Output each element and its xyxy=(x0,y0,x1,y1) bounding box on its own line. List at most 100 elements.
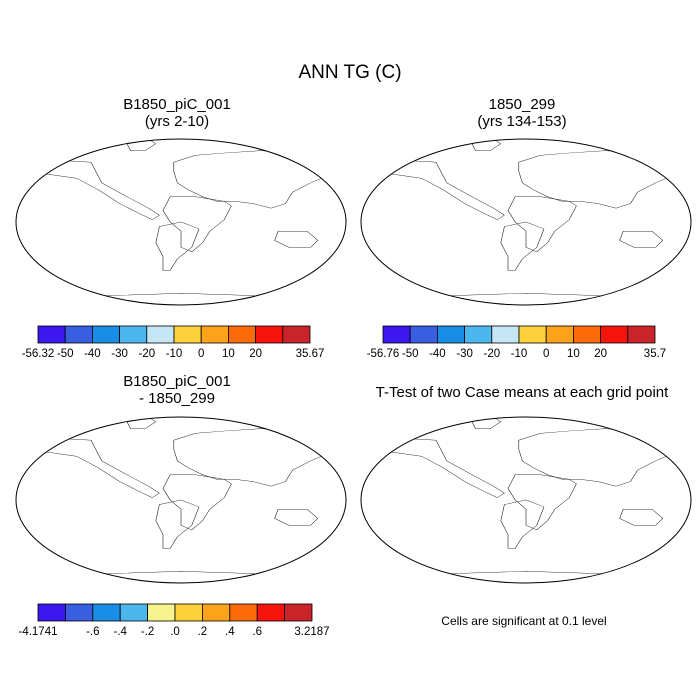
diff-cell xyxy=(101,578,107,583)
diff-cell xyxy=(25,570,31,575)
diff-cell xyxy=(45,581,52,583)
diff-cell xyxy=(312,581,319,583)
diff-cell xyxy=(277,423,283,428)
significant-cell xyxy=(446,419,452,424)
significant-cell xyxy=(425,419,432,424)
diff-cell xyxy=(298,586,303,590)
diff-cell xyxy=(327,438,333,443)
significant-cell xyxy=(395,438,402,443)
significant-cell xyxy=(375,431,381,435)
colorbar-swatch xyxy=(409,325,438,344)
diff-cell xyxy=(307,563,314,568)
diff-cell xyxy=(338,438,343,442)
diff-cell xyxy=(323,413,328,417)
diff-cell xyxy=(35,427,41,432)
diff-cell xyxy=(60,578,67,583)
diff-cell xyxy=(317,438,324,443)
diff-cell xyxy=(312,578,319,583)
significant-cell xyxy=(370,548,376,553)
diff-cell xyxy=(227,413,232,417)
colorbar-swatch xyxy=(573,325,602,344)
diff-cell xyxy=(327,545,333,549)
diff-cell xyxy=(25,460,31,465)
diff-cell xyxy=(257,413,262,417)
diff-cell xyxy=(45,556,52,561)
diff-cell xyxy=(35,417,41,421)
diff-cell xyxy=(317,581,324,583)
significant-cell xyxy=(420,423,427,428)
diff-cell xyxy=(25,438,31,443)
diff-cell xyxy=(333,446,338,450)
diff-cell xyxy=(20,453,26,457)
diff-cell xyxy=(96,586,101,590)
diff-cell xyxy=(327,559,333,564)
diff-cell xyxy=(277,567,283,572)
significant-cell xyxy=(364,434,366,439)
diff-cell xyxy=(20,442,26,446)
significant-cell xyxy=(522,413,527,417)
significant-cell xyxy=(667,567,674,572)
diff-cell xyxy=(287,567,293,572)
diff-cell xyxy=(55,578,62,583)
diff-cell xyxy=(75,419,82,424)
significant-cell xyxy=(400,423,407,428)
significant-cell xyxy=(395,556,402,561)
significance-note: Cells are significant at 0.1 level xyxy=(441,614,607,628)
diff-cell xyxy=(177,413,182,417)
diff-cell xyxy=(262,423,268,428)
diff-cell xyxy=(19,556,21,561)
significant-cell xyxy=(678,457,683,461)
diff-cell xyxy=(293,413,298,417)
diff-cell xyxy=(45,431,52,435)
diff-cell xyxy=(35,419,41,424)
diff-cell xyxy=(20,434,26,439)
diff-cell xyxy=(312,567,319,572)
diff-cell xyxy=(35,556,41,561)
diff-cell xyxy=(302,417,309,421)
diff-cell xyxy=(322,567,329,572)
diff-cell xyxy=(30,434,36,439)
diff-cell xyxy=(327,570,333,575)
diff-cell xyxy=(35,567,41,572)
diff-cell xyxy=(267,574,273,579)
diff-cell xyxy=(65,423,72,428)
colorbar-swatch xyxy=(227,325,256,344)
diff-cell xyxy=(30,427,36,432)
diff-cell xyxy=(162,413,167,417)
diff-cell xyxy=(106,586,111,590)
significant-cell xyxy=(622,427,628,432)
diff-cell xyxy=(222,413,227,417)
significant-cell xyxy=(370,413,375,417)
significant-cell xyxy=(652,442,659,446)
diff-cell xyxy=(227,417,233,421)
diff-cell xyxy=(146,586,151,590)
diff-cell xyxy=(25,537,31,542)
diff-cell xyxy=(322,559,329,564)
diff-cell xyxy=(292,581,298,583)
significant-cell xyxy=(380,438,386,443)
diff-cell xyxy=(45,578,52,583)
colorbar-tick-label: .4 xyxy=(225,626,235,638)
diff-cell xyxy=(40,548,47,553)
colorbar-swatch xyxy=(119,603,148,622)
significant-cell xyxy=(622,413,627,417)
significant-cell xyxy=(375,442,381,446)
colorbar-tick-label: -40 xyxy=(84,348,101,360)
diff-cell xyxy=(307,581,314,583)
diff-cell xyxy=(20,574,26,579)
colorbar-swatch xyxy=(255,325,284,344)
significant-cell xyxy=(441,417,447,421)
diff-cell xyxy=(70,423,77,428)
diff-cell xyxy=(40,427,47,432)
diff-cell xyxy=(25,545,31,549)
diff-cell xyxy=(312,570,319,575)
diff-cell xyxy=(131,413,136,417)
colorbar-tick-label: 10 xyxy=(222,348,235,360)
diff-cell xyxy=(247,586,252,590)
diff-cell xyxy=(327,449,333,454)
diff-cell xyxy=(252,578,258,583)
diff-cell xyxy=(85,419,92,424)
diff-cell xyxy=(283,586,288,590)
diff-cell xyxy=(19,548,21,553)
diff-cell xyxy=(35,574,41,579)
